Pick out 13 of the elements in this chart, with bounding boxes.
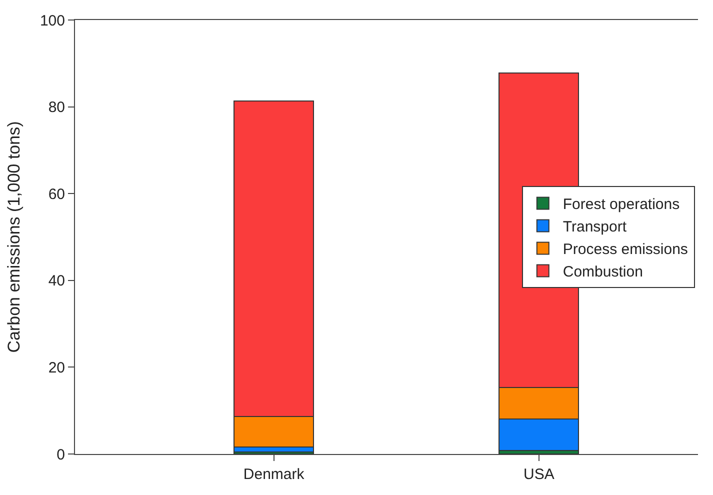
x-tick-label: USA — [524, 466, 554, 483]
legend-label: Transport — [562, 218, 628, 236]
y-tick-label: 100 — [40, 12, 65, 30]
y-axis-title: Carbon emissions (1,000 tons) — [4, 121, 24, 353]
y-tick-label: 40 — [48, 272, 65, 290]
legend-label: Combustion — [562, 264, 643, 281]
y-tick-label: 20 — [48, 359, 65, 376]
y-tick-label: 80 — [48, 99, 65, 116]
y-tick-label: 60 — [48, 186, 65, 203]
y-tick-label: 0 — [56, 446, 65, 464]
x-tick-label: Denmark — [243, 466, 305, 483]
legend-label: Forest operations — [562, 196, 680, 214]
legend-label: Process emissions — [562, 241, 688, 258]
